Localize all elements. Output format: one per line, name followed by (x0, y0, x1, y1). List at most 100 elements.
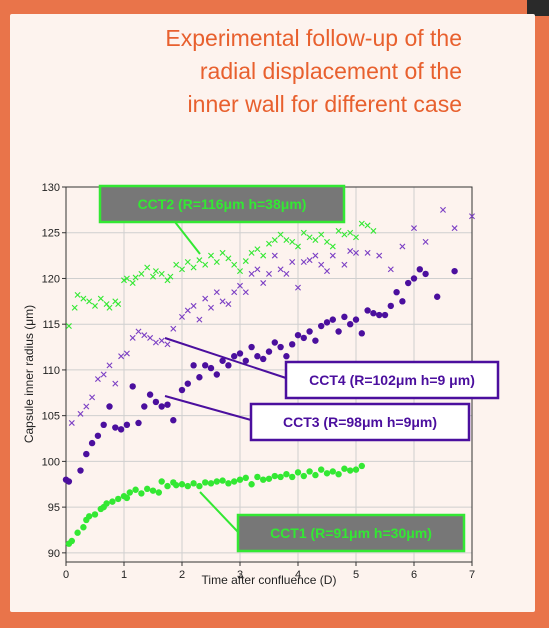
data-point (155, 489, 162, 496)
data-point (106, 362, 113, 369)
data-point (358, 330, 365, 337)
data-point (306, 468, 313, 475)
data-point (469, 213, 475, 220)
data-point (158, 403, 165, 410)
data-point (138, 270, 145, 277)
data-point (289, 259, 296, 265)
x-tick-label: 4 (295, 569, 301, 581)
data-point (202, 362, 209, 369)
data-point (312, 252, 319, 259)
data-point (208, 304, 214, 311)
data-point (329, 316, 336, 323)
data-point (123, 275, 130, 282)
data-point (207, 364, 215, 372)
data-point (65, 478, 73, 485)
data-point (242, 357, 249, 364)
data-point (399, 298, 406, 305)
data-point (329, 468, 336, 475)
data-point (164, 401, 171, 408)
data-point (77, 467, 84, 474)
data-point (158, 270, 165, 277)
data-point (100, 371, 107, 378)
data-point (164, 341, 171, 348)
data-point (184, 307, 191, 314)
data-point (306, 257, 313, 264)
data-point (260, 355, 267, 363)
data-point (300, 472, 307, 480)
data-point (231, 353, 238, 360)
data-point (117, 426, 125, 433)
data-point (323, 470, 331, 477)
data-point (405, 279, 412, 287)
data-point (248, 343, 255, 351)
data-point (376, 311, 383, 319)
data-point (318, 261, 325, 268)
data-point (74, 529, 81, 536)
data-point (422, 238, 429, 245)
data-point (283, 270, 290, 277)
data-point (266, 240, 272, 247)
data-point (170, 325, 177, 332)
data-point (184, 380, 191, 387)
data-point (196, 482, 203, 490)
data-point (387, 266, 394, 273)
y-tick-label: 105 (42, 411, 60, 423)
data-point (347, 320, 354, 328)
data-point (115, 301, 122, 308)
data-point (190, 362, 197, 369)
data-point (184, 482, 191, 490)
data-point (266, 270, 272, 277)
y-tick-label: 115 (42, 319, 60, 331)
data-point (68, 419, 75, 426)
data-point (152, 398, 160, 406)
data-point (123, 494, 131, 502)
data-point (352, 466, 360, 473)
data-point (312, 237, 319, 244)
data-point (144, 485, 151, 493)
data-point (89, 394, 96, 401)
data-point (381, 311, 389, 319)
slide-panel (10, 14, 535, 612)
data-point (88, 439, 96, 447)
data-point (112, 424, 119, 431)
data-point (196, 374, 203, 381)
y-tick-label: 110 (42, 365, 60, 377)
data-point (237, 282, 243, 289)
callout-pointer (199, 491, 239, 533)
data-point (364, 249, 371, 256)
data-point (271, 472, 278, 480)
data-point (411, 225, 417, 232)
data-point (147, 334, 154, 341)
data-point (312, 471, 319, 479)
data-point (219, 477, 226, 484)
data-point (434, 293, 441, 300)
data-point (231, 289, 238, 296)
data-point (190, 480, 197, 487)
data-point (271, 252, 278, 259)
y-tick-label: 125 (42, 228, 60, 240)
data-point (190, 302, 197, 309)
data-point (112, 380, 119, 387)
x-tick-label: 3 (237, 569, 243, 581)
data-point (283, 237, 290, 244)
data-point (179, 266, 185, 273)
data-point (370, 227, 377, 234)
data-point (135, 419, 142, 427)
data-point (92, 302, 98, 309)
data-point (236, 350, 244, 357)
data-point (364, 307, 371, 314)
data-point (422, 270, 429, 278)
callout-label: CCT4 (R=102μm h=9 μm) (309, 372, 475, 388)
data-point (289, 473, 296, 481)
data-point (300, 259, 307, 265)
data-point (77, 410, 84, 417)
data-point (129, 334, 136, 341)
data-point (173, 481, 180, 489)
data-point (225, 480, 232, 487)
annotation-callout: CCT1 (R=91μm h=30μm) (199, 491, 466, 553)
data-point (353, 234, 359, 241)
data-point (236, 476, 244, 483)
annotation-callout: CCT2 (R=116μm h=38μm) (98, 184, 346, 255)
data-point (341, 313, 348, 321)
data-point (277, 266, 284, 273)
